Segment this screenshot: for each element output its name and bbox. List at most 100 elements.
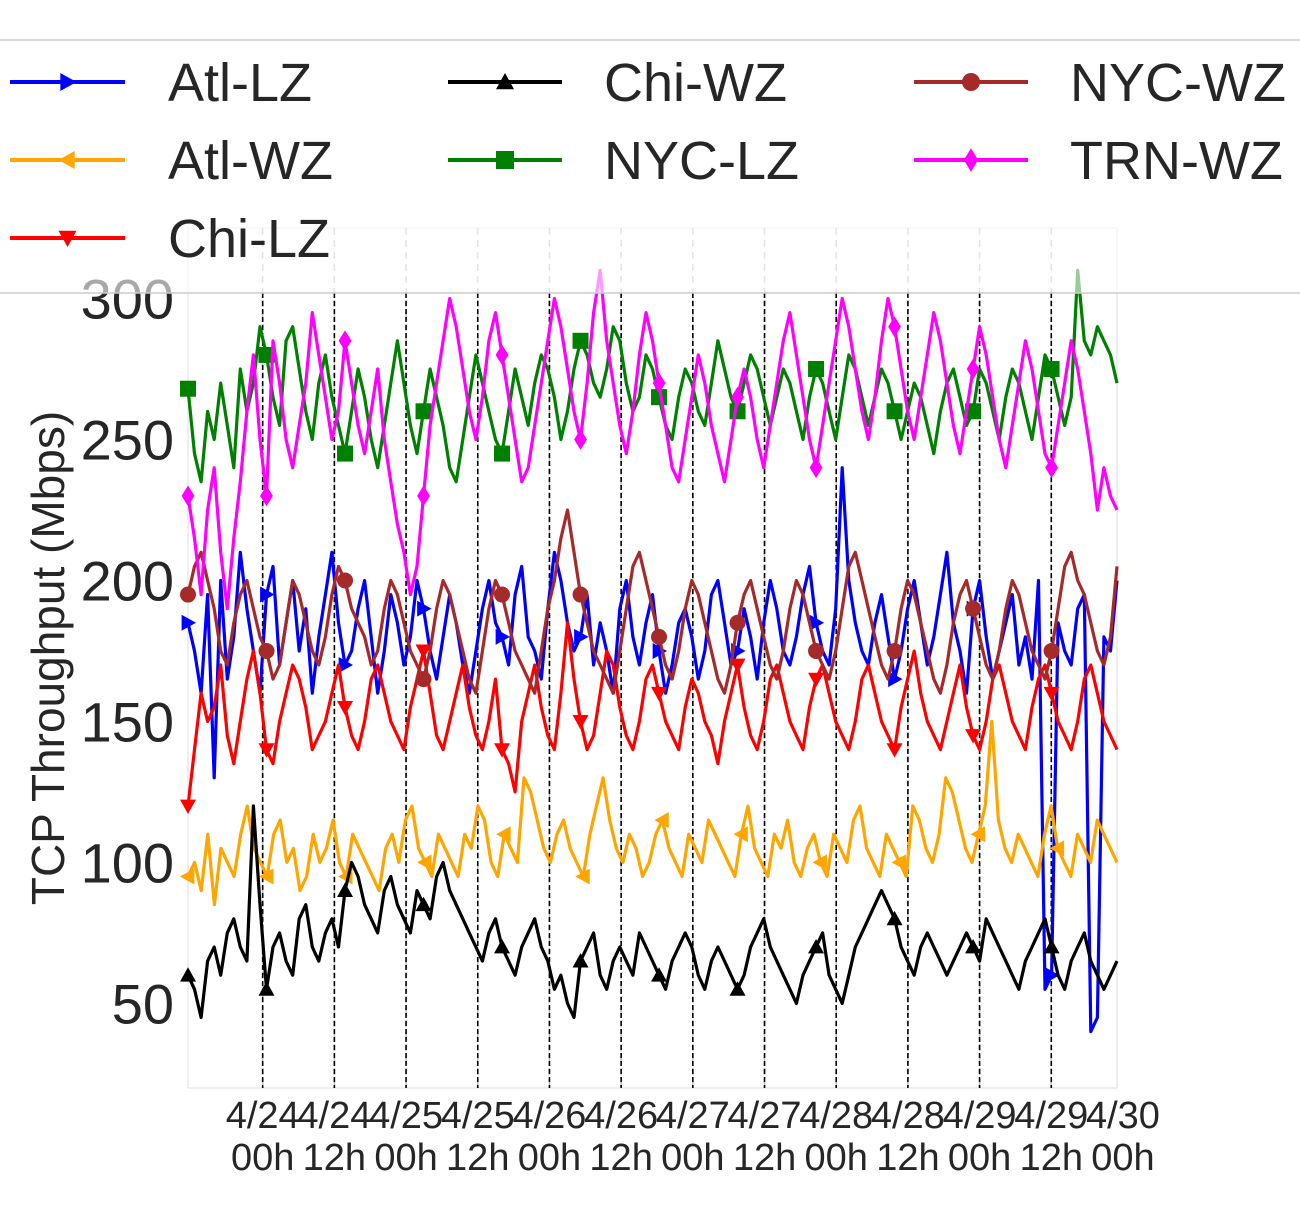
data-point-nyc-lz [494,445,511,462]
x-tick-label: 4/25 [369,1095,443,1137]
legend-marker-atl-wz [58,151,75,169]
legend-label-nyc-lz: NYC-LZ [604,131,799,191]
data-point-trn-wz [652,372,666,394]
legend-label-chi-lz: Chi-LZ [168,209,330,269]
data-point-atl-lz [417,600,432,617]
data-point-atl-wz [417,854,432,871]
y-axis-label: TCP Throughput (Mbps) [22,411,74,905]
data-point-atl-wz [180,868,195,885]
y-tick-label: 200 [81,549,174,612]
data-point-atl-lz [809,614,825,631]
data-point-atl-lz [338,657,354,674]
data-point-chi-wz [337,882,354,898]
data-point-chi-lz [965,729,982,744]
x-tick-label: 00h [1091,1137,1154,1179]
legend-entry-chi-wz: Chi-WZ [448,53,787,113]
series-chi-wz [180,804,1119,1020]
data-point-atl-lz [495,628,511,645]
legend-label-nyc-wz: NYC-WZ [1070,53,1286,113]
x-tick-label: 4/28 [871,1095,945,1137]
data-point-nyc-lz [180,380,196,397]
series-line-atl-wz [186,719,1119,907]
data-point-chi-wz [572,953,589,968]
data-point-chi-lz [415,644,432,659]
data-point-nyc-wz [494,586,511,603]
data-point-trn-wz [1045,457,1058,479]
data-point-nyc-wz [415,671,432,688]
data-point-nyc-wz [729,614,746,631]
data-point-trn-wz [417,485,430,507]
data-point-chi-wz [1043,939,1060,954]
legend-label-trn-wz: TRN-WZ [1070,131,1283,191]
legend-label-atl-lz: Atl-LZ [168,53,312,113]
data-point-nyc-wz [337,572,354,589]
x-tick-label: 00h [231,1137,294,1179]
data-point-nyc-lz [808,360,825,377]
data-point-atl-wz [891,854,906,871]
x-tick-label: 00h [948,1137,1011,1179]
data-point-atl-wz [575,868,590,885]
x-tick-label: 12h [1020,1137,1083,1179]
data-point-nyc-wz [886,642,903,659]
data-point-chi-lz [258,743,275,758]
y-tick-label: 250 [81,408,174,471]
legend: Atl-LZ Atl-WZ Chi-LZ Chi-WZ NYC-LZ NYC-WZ TRN-… [0,39,1300,294]
data-point-chi-wz [415,896,432,912]
data-point-trn-wz [260,485,273,507]
x-tick-label: 4/25 [441,1095,515,1137]
legend-marker-chi-lz [58,230,77,247]
data-point-trn-wz [888,316,901,338]
data-point-chi-wz [494,939,511,954]
x-tick-label: 00h [661,1137,724,1179]
x-tick-label: 12h [589,1137,652,1179]
data-point-atl-lz [652,642,668,659]
data-point-nyc-wz [1043,642,1060,659]
series-nyc-lz [180,268,1119,484]
x-tick-label: 4/24 [297,1095,371,1137]
data-point-nyc-wz [965,600,982,617]
legend-marker-nyc-lz [496,151,514,169]
data-point-nyc-lz [1043,360,1060,377]
data-point-chi-wz [258,981,275,996]
legend-background [0,40,1300,293]
x-tick-label: 4/29 [1014,1095,1088,1137]
data-point-atl-lz [181,614,196,631]
y-tick-label: 50 [112,972,174,1035]
x-tick-label: 12h [303,1137,366,1179]
series-line-trn-wz [186,268,1119,611]
x-tick-label: 00h [518,1137,581,1179]
data-point-chi-wz [808,939,825,954]
legend-label-chi-wz: Chi-WZ [604,53,787,113]
legend-entry-chi-lz: Chi-LZ [10,209,330,269]
x-tick-label: 12h [446,1137,509,1179]
data-point-chi-wz [180,967,196,982]
data-point-nyc-lz [965,403,982,420]
data-point-atl-wz [733,826,748,843]
x-tick-label: 00h [374,1137,437,1179]
x-tick-label: 4/30 [1086,1095,1160,1137]
y-tick-label: 150 [81,690,174,753]
legend-marker-chi-wz [496,73,514,90]
data-point-trn-wz [181,485,195,507]
data-point-chi-lz [886,743,903,758]
x-tick-label: 12h [733,1137,796,1179]
data-point-chi-lz [1043,686,1060,702]
y-tick-label: 100 [81,831,174,894]
data-point-chi-wz [729,981,746,996]
data-point-chi-wz [651,967,668,982]
data-point-atl-wz [970,826,986,843]
data-point-nyc-lz [258,346,275,363]
data-point-atl-wz [654,812,669,829]
data-point-trn-wz [338,330,352,352]
data-point-chi-wz [886,910,903,926]
series-line-chi-lz [186,621,1119,807]
data-point-chi-wz [965,939,982,954]
x-tick-label: 4/29 [943,1095,1017,1137]
x-tick-label: 12h [876,1137,939,1179]
legend-entry-nyc-wz: NYC-WZ [914,53,1286,113]
series-atl-wz [180,719,1119,907]
data-point-trn-wz [495,344,509,366]
